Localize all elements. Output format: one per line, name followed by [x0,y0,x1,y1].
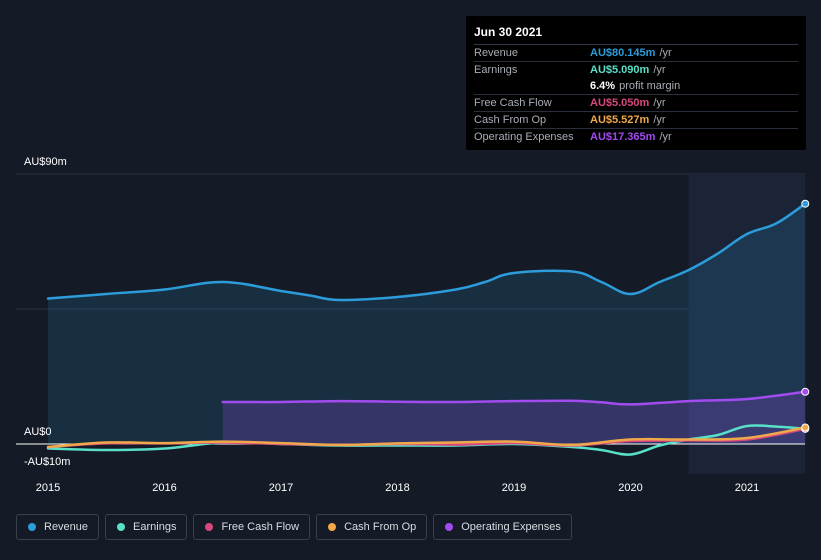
legend-label: Earnings [133,521,177,533]
series-areas [48,203,806,444]
cash-from-op-dot-icon [328,523,337,531]
forecast-highlight-region [688,174,805,474]
tooltip-unit: /yr [653,64,666,76]
cash-from-op-line [46,426,807,449]
tooltip-label: Free Cash Flow [474,97,552,109]
tooltip-unit: /yr [653,114,666,126]
x-tick-label: 2018 [385,482,409,494]
revenue-endpoint [801,199,810,208]
operating-expenses-area [222,391,806,444]
tooltip-value: AU$17.365m [590,131,656,143]
tooltip-value: AU$5.527m [590,114,650,126]
legend-item-cash-from-op[interactable]: Cash From Op [316,514,428,540]
free-cash-flow-dot-icon [205,523,214,531]
legend-item-free-cash-flow[interactable]: Free Cash Flow [193,514,311,540]
x-tick-label: 2019 [502,482,526,494]
revenue-dot-icon [28,523,36,531]
tooltip-value: AU$5.050m [590,97,650,109]
tooltip-label: Cash From Op [474,114,547,126]
tooltip-value: 6.4% [590,80,616,92]
tooltip-label [474,78,590,94]
tooltip-row-revenue: Revenue AU$80.145m /yr [474,45,798,62]
operating-expenses-line [221,390,807,406]
tooltip: Jun 30 2021 Revenue AU$80.145m /yr Earni… [466,16,806,150]
tooltip-row-cash-from-op: Cash From Op AU$5.527m /yr [474,112,798,129]
tooltip-date: Jun 30 2021 [474,24,798,45]
x-tick-label: 2021 [735,482,759,494]
operating-expenses-dot-icon [445,523,454,531]
tooltip-unit: /yr [659,47,672,59]
series-lines [46,202,807,456]
tooltip-row-free-cash-flow: Free Cash Flow AU$5.050m /yr [474,95,798,112]
x-tick-label: 2016 [152,482,176,494]
legend-item-earnings[interactable]: Earnings [105,514,188,540]
x-axis-ticks: 2015 2016 2017 2018 2019 2020 2021 [36,482,759,494]
legend-label: Revenue [44,521,89,533]
tooltip-row-operating-expenses: Operating Expenses AU$17.365m /yr [474,129,798,145]
y-tick-label-top: AU$90m [24,156,67,168]
legend-item-revenue[interactable]: Revenue [16,514,100,540]
x-tick-label: 2017 [269,482,293,494]
tooltip-value: AU$80.145m [590,47,656,59]
operating-expenses-endpoint [801,387,810,396]
y-tick-label-zero: AU$0 [24,426,52,438]
legend-item-operating-expenses[interactable]: Operating Expenses [433,514,572,540]
legend-label: Operating Expenses [461,521,561,533]
revenue-area [48,203,806,444]
tooltip-label: Revenue [474,47,519,59]
tooltip-row-profit-margin: 6.4% profit margin [474,78,798,95]
legend: Revenue Earnings Free Cash Flow Cash Fro… [16,514,578,540]
y-tick-label-bottom: -AU$10m [24,456,71,468]
series-endpoints [801,199,810,433]
earnings-dot-icon [117,523,126,531]
tooltip-unit: profit margin [619,80,681,92]
x-tick-label: 2020 [618,482,642,494]
gridlines [16,173,805,310]
tooltip-label: Operating Expenses [474,131,574,143]
tooltip-value: AU$5.090m [590,64,650,76]
legend-label: Free Cash Flow [221,521,300,533]
legend-label: Cash From Op [344,521,417,533]
tooltip-unit: /yr [653,97,666,109]
tooltip-label: Earnings [474,64,518,76]
x-tick-label: 2015 [36,482,60,494]
tooltip-unit: /yr [659,131,672,143]
tooltip-row-earnings: Earnings AU$5.090m /yr [474,62,798,78]
cash-from-op-endpoint [801,423,810,432]
revenue-line [46,202,807,302]
